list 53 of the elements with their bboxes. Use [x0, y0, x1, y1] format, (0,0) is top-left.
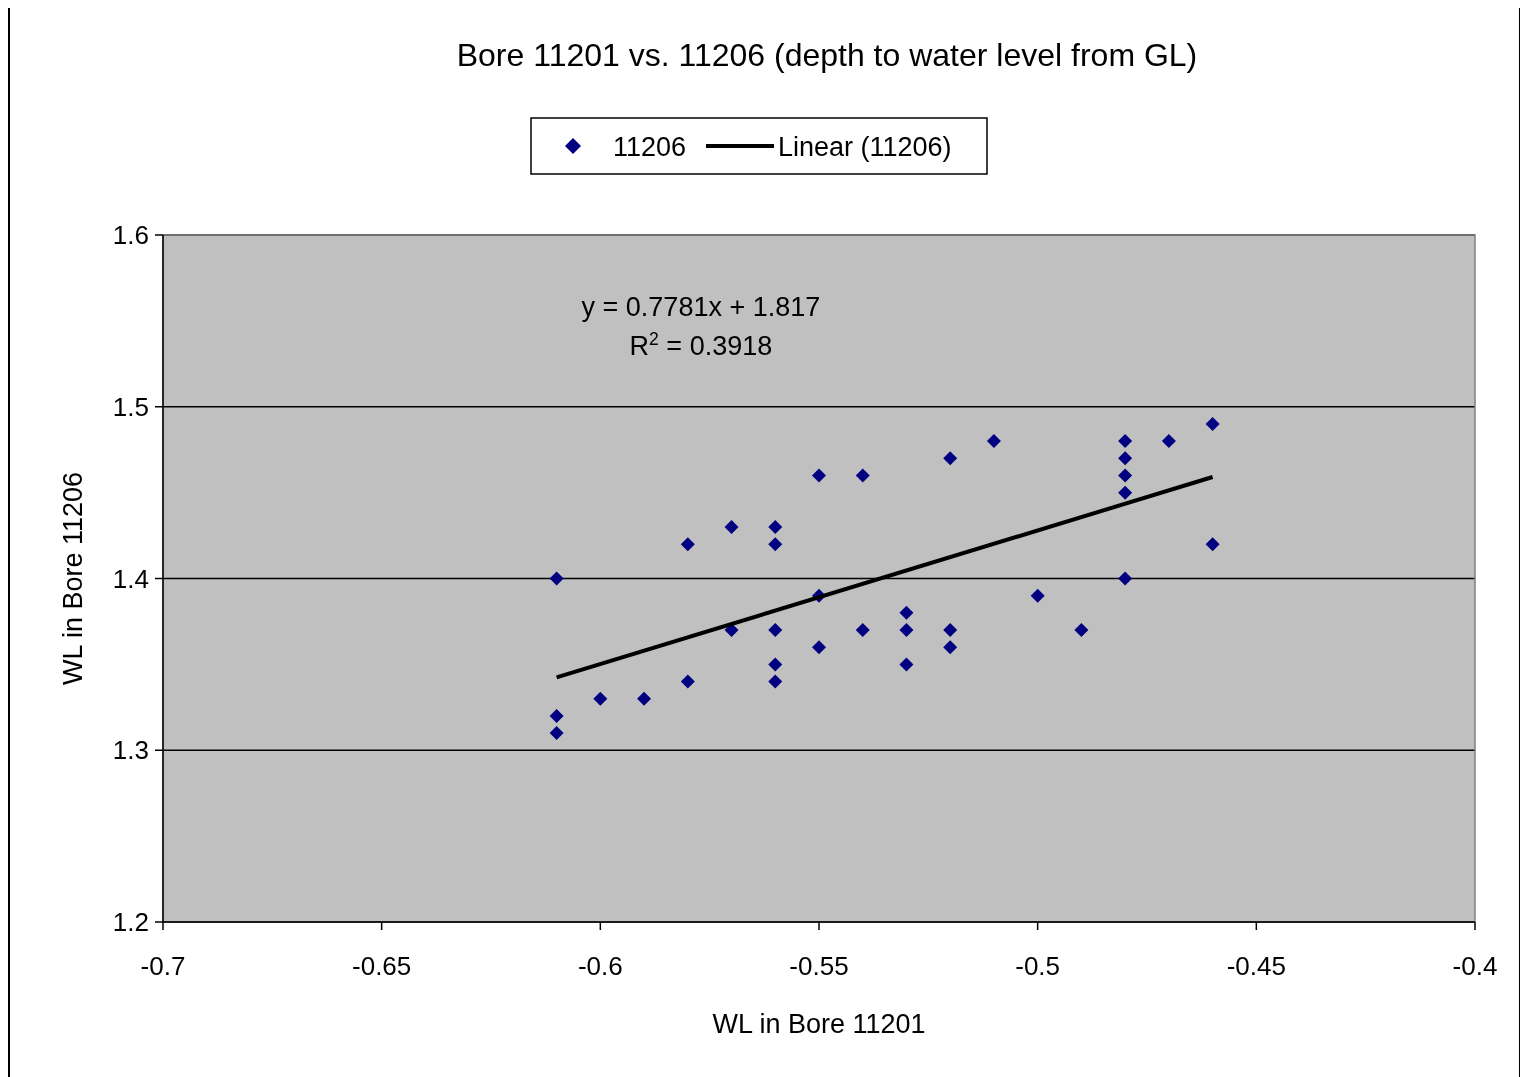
x-tick-label: -0.7 [140, 951, 186, 981]
y-tick-label: 1.3 [112, 735, 149, 766]
point [768, 537, 783, 552]
x-tick-label: -0.45 [1226, 951, 1286, 981]
point [1205, 416, 1220, 431]
y-tick-label: 1.5 [112, 391, 149, 422]
legend-label: 11206 [613, 132, 687, 162]
y-axis-title: WL in Bore 11206 [58, 471, 88, 686]
point [549, 571, 564, 586]
point [943, 623, 958, 638]
point [768, 674, 783, 689]
point [812, 640, 826, 655]
point [943, 640, 958, 655]
point [549, 708, 564, 723]
point [549, 726, 564, 741]
y-tick-label: 1.2 [112, 907, 149, 937]
point [812, 468, 826, 483]
point [1118, 434, 1133, 449]
point [637, 691, 652, 706]
x-axis-title: WL in Bore 11201 [712, 1009, 926, 1039]
x-tick-label: -0.55 [789, 951, 849, 981]
x-tick-label: -0.65 [352, 951, 412, 981]
point [943, 451, 958, 466]
point [1118, 451, 1133, 466]
point [768, 623, 783, 638]
annotation: y = 0.7781x + 1.817 [581, 291, 821, 322]
point [899, 605, 914, 620]
chart-title: Bore 11201 vs. 11206 (depth to water level from GL) [456, 37, 1198, 73]
y-tick-label: 1.4 [112, 563, 149, 594]
point [680, 674, 695, 689]
point [768, 519, 783, 534]
x-tick-label: -0.4 [1452, 951, 1498, 981]
point [1118, 468, 1133, 483]
point [1074, 623, 1089, 638]
legend-label: Linear (11206) [778, 132, 952, 162]
point [899, 623, 914, 638]
point [768, 657, 783, 672]
point [1205, 537, 1220, 552]
point [855, 468, 870, 483]
x-tick-label: -0.5 [1015, 951, 1061, 981]
x-tick-label: -0.6 [577, 951, 623, 981]
point [724, 519, 739, 534]
point [1118, 485, 1133, 500]
y-tick-label: 1.6 [112, 220, 149, 250]
annotation: R$^{2}$ = 0.3918 [629, 328, 773, 361]
point [1030, 588, 1045, 603]
point [855, 623, 870, 638]
point [1161, 434, 1176, 449]
point [680, 537, 695, 552]
point [1118, 571, 1133, 586]
point [593, 691, 608, 706]
point [899, 657, 914, 672]
point [986, 434, 1001, 449]
